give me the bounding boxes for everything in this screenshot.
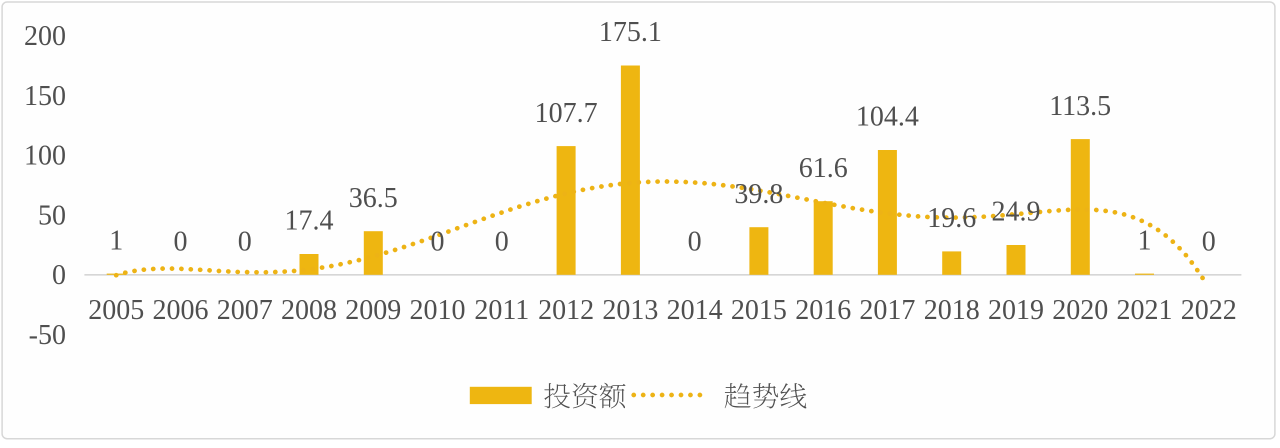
svg-text:2022: 2022 — [1181, 295, 1237, 326]
svg-text:17.4: 17.4 — [285, 206, 334, 237]
svg-text:19.6: 19.6 — [927, 203, 976, 234]
svg-text:175.1: 175.1 — [599, 17, 662, 48]
svg-text:-50: -50 — [29, 320, 66, 351]
svg-text:36.5: 36.5 — [349, 183, 398, 214]
svg-text:61.6: 61.6 — [799, 153, 848, 184]
svg-text:1: 1 — [1138, 225, 1152, 256]
svg-text:2014: 2014 — [667, 295, 723, 326]
svg-text:2005: 2005 — [88, 295, 144, 326]
svg-text:50: 50 — [38, 200, 66, 231]
svg-text:0: 0 — [1202, 227, 1216, 258]
svg-text:2010: 2010 — [410, 295, 466, 326]
svg-text:2009: 2009 — [345, 295, 401, 326]
svg-text:2013: 2013 — [602, 295, 658, 326]
svg-text:0: 0 — [52, 260, 66, 291]
svg-text:24.9: 24.9 — [992, 197, 1041, 228]
svg-text:1: 1 — [109, 225, 123, 256]
svg-text:0: 0 — [688, 227, 702, 258]
svg-text:2008: 2008 — [281, 295, 337, 326]
svg-text:0: 0 — [495, 227, 509, 258]
svg-text:0: 0 — [238, 227, 252, 258]
svg-text:200: 200 — [24, 21, 66, 52]
svg-text:2007: 2007 — [217, 295, 273, 326]
svg-text:2016: 2016 — [795, 295, 851, 326]
svg-text:2011: 2011 — [474, 295, 529, 326]
svg-text:2019: 2019 — [988, 295, 1044, 326]
svg-text:2006: 2006 — [153, 295, 209, 326]
svg-text:2017: 2017 — [859, 295, 915, 326]
svg-text:104.4: 104.4 — [856, 102, 919, 133]
svg-text:0: 0 — [431, 227, 445, 258]
svg-text:2021: 2021 — [1117, 295, 1173, 326]
svg-text:150: 150 — [24, 81, 66, 112]
svg-text:0: 0 — [174, 227, 188, 258]
svg-text:39.8: 39.8 — [734, 179, 783, 210]
svg-text:2020: 2020 — [1052, 295, 1108, 326]
svg-text:100: 100 — [24, 141, 66, 172]
svg-text:2012: 2012 — [538, 295, 594, 326]
svg-text:107.7: 107.7 — [535, 98, 598, 129]
svg-text:2015: 2015 — [731, 295, 787, 326]
svg-text:113.5: 113.5 — [1049, 91, 1111, 122]
svg-text:2018: 2018 — [924, 295, 980, 326]
